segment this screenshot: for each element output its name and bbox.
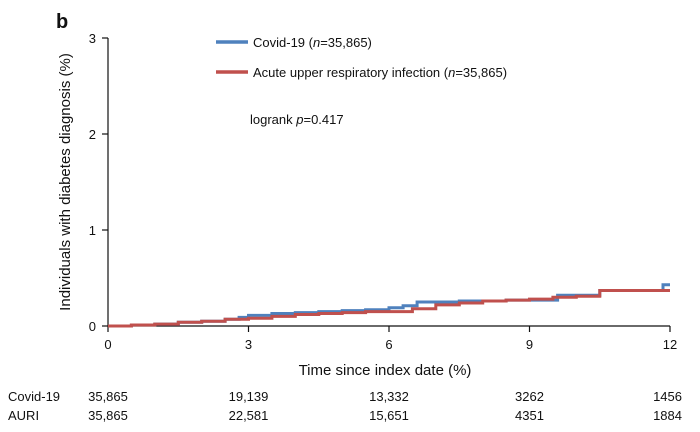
x-ticks: 0 3 6 9 12	[104, 326, 677, 352]
risk-value: 35,865	[88, 408, 128, 423]
y-tick-label: 0	[89, 319, 96, 334]
logrank-annotation: logrank p=0.417	[250, 112, 344, 127]
x-tick-label: 9	[526, 337, 533, 352]
risk-value: 1884	[653, 408, 682, 423]
risk-value: 13,332	[369, 389, 409, 404]
legend-label-0: Covid-19 (n=35,865)	[253, 35, 372, 50]
y-tick-label: 2	[89, 127, 96, 142]
risk-value: 22,581	[229, 408, 269, 423]
y-tick-label: 1	[89, 223, 96, 238]
risk-value: 3262	[515, 389, 544, 404]
risk-table: Covid-19 35,865 19,139 13,332 3262 1456 AURI 35…	[8, 389, 682, 423]
panel-label: b	[56, 11, 68, 33]
series-line-1	[108, 289, 670, 328]
risk-value: 35,865	[88, 389, 128, 404]
series-lines	[108, 283, 670, 328]
x-tick-label: 12	[663, 337, 677, 352]
logrank-value: =0.417	[303, 112, 343, 127]
legend-label-1: Acute upper respiratory infection (n=35,…	[253, 65, 507, 80]
risk-value: 15,651	[369, 408, 409, 423]
y-axis-title: Individuals with diabetes diagnosis (%)	[57, 53, 74, 311]
axes	[107, 38, 670, 327]
logrank-p: p	[295, 112, 303, 127]
risk-value: 19,139	[229, 389, 269, 404]
risk-value: 4351	[515, 408, 544, 423]
x-tick-label: 3	[245, 337, 252, 352]
legend: Covid-19 (n=35,865) Acute upper respirato…	[216, 35, 507, 80]
series-line-0	[108, 283, 670, 328]
y-tick-label: 3	[89, 31, 96, 46]
logrank-prefix: logrank	[250, 112, 296, 127]
risk-value: 1456	[653, 389, 682, 404]
x-axis-title: Time since index date (%)	[299, 362, 472, 379]
risk-row-label: AURI	[8, 408, 39, 423]
y-ticks: 0 1 2 3	[89, 31, 108, 334]
x-tick-label: 0	[104, 337, 111, 352]
risk-row-label: Covid-19	[8, 389, 60, 404]
x-tick-label: 6	[385, 337, 392, 352]
